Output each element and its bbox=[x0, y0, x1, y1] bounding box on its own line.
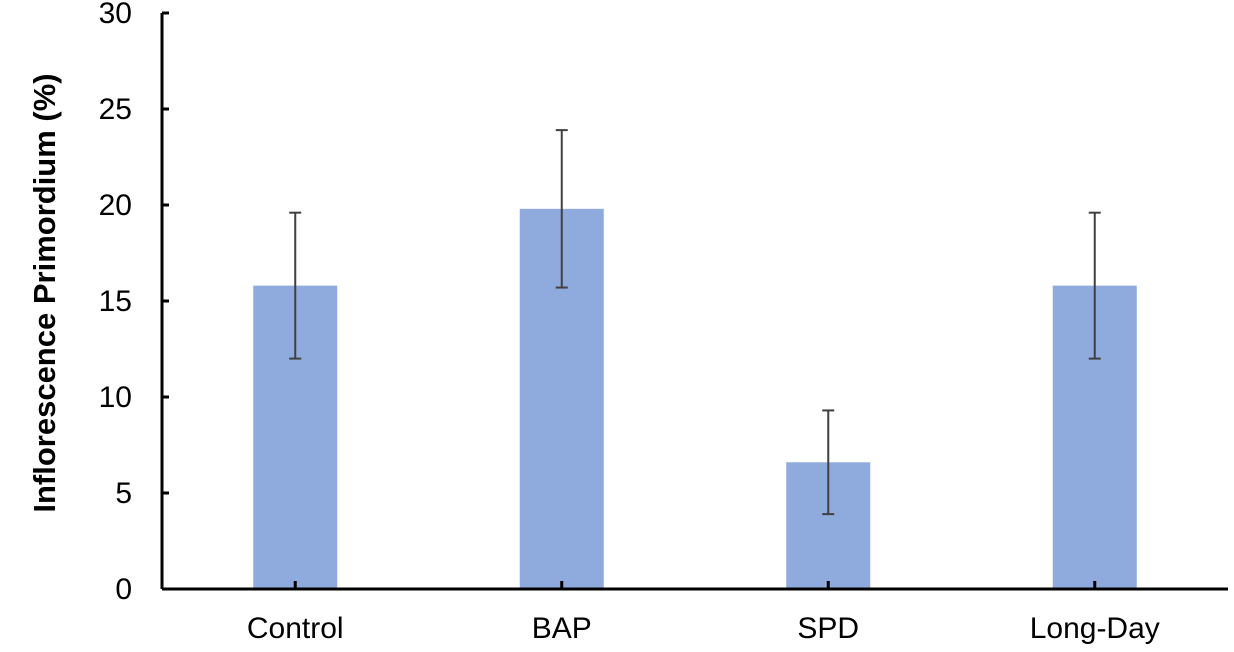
y-tick-label: 20 bbox=[99, 189, 132, 222]
error-bar bbox=[289, 211, 302, 360]
x-tick-label: BAP bbox=[532, 612, 592, 645]
y-tick-label: 30 bbox=[99, 0, 132, 30]
x-tick-label: Control bbox=[247, 612, 344, 645]
y-tick-label: 25 bbox=[99, 93, 132, 126]
x-ticks-layer: Control BAP SPD Long-Day bbox=[247, 581, 1160, 645]
error-bar bbox=[822, 409, 835, 516]
error-bar bbox=[1088, 211, 1101, 360]
y-tick-label: 5 bbox=[115, 477, 132, 510]
y-tick-label: 15 bbox=[99, 285, 132, 318]
bars-layer bbox=[253, 208, 1137, 589]
x-tick-label: SPD bbox=[797, 612, 859, 645]
y-ticks-layer: 0 5 10 15 20 25 30 bbox=[99, 0, 169, 606]
error-bar bbox=[555, 129, 568, 289]
y-axis-title: Inflorescence Primordium (%) bbox=[27, 73, 62, 512]
y-tick-label: 10 bbox=[99, 381, 132, 414]
y-tick-label: 0 bbox=[115, 573, 132, 606]
error-bars-layer bbox=[289, 129, 1101, 516]
x-tick-label: Long-Day bbox=[1030, 612, 1160, 645]
